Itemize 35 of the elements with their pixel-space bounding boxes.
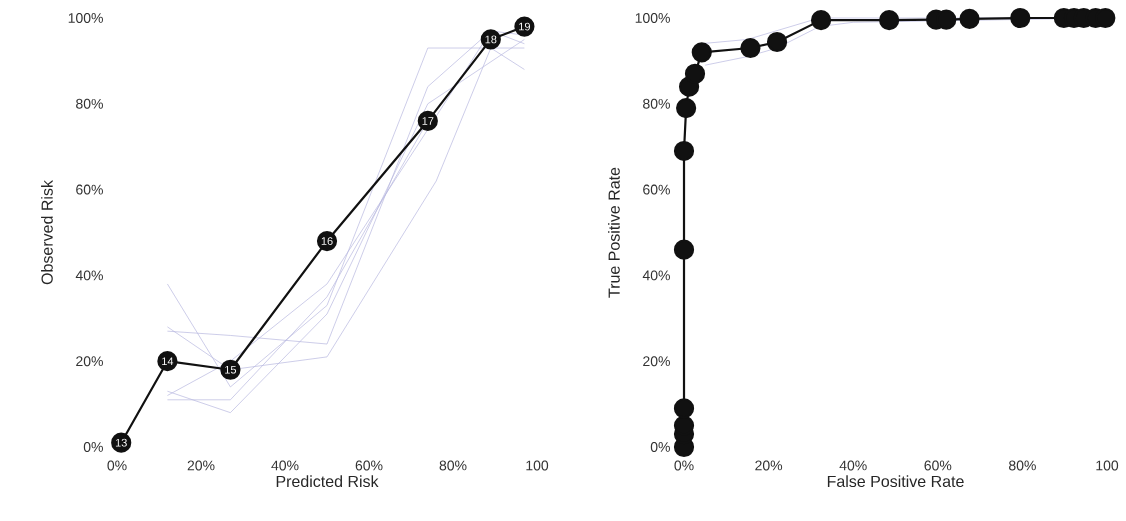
x-tick-label: 60%: [355, 460, 383, 471]
annotation: 17: [422, 117, 434, 125]
x-tick-label: 80%: [439, 460, 467, 471]
x-axis-title: Predicted Risk: [276, 475, 379, 488]
annotation: 15: [225, 365, 237, 374]
x-tick-label: 40%: [839, 460, 867, 471]
x-tick-label: 100: [526, 460, 549, 471]
y-tick-label: 0%: [650, 442, 670, 452]
y-tick-label: 80%: [643, 98, 670, 109]
y-tick-label: 20%: [76, 356, 103, 367]
annotation: 14: [162, 357, 174, 365]
x-tick-label: 100: [1096, 460, 1119, 471]
x-tick-label: 20%: [755, 460, 783, 471]
x-tick-label: 40%: [271, 460, 299, 471]
y-tick-label: 40%: [642, 270, 670, 281]
y-tick-label: 0%: [83, 442, 103, 452]
x-tick-label: 0%: [107, 460, 127, 471]
x-tick-label: 80%: [1009, 460, 1036, 471]
y-tick-label: 20%: [643, 356, 670, 367]
annotation: 13: [115, 438, 127, 447]
x-tick-label: 20%: [187, 460, 215, 471]
x-axis-title: False Positive Rate: [827, 475, 964, 488]
y-tick-label: 60%: [76, 184, 103, 195]
y-tick-label: 40%: [75, 270, 103, 281]
annotation: 19: [519, 22, 531, 31]
annotation: 16: [321, 237, 333, 245]
y-tick-label: 100%: [68, 13, 103, 23]
y-tick-label: 60%: [643, 184, 670, 195]
annotation: 18: [485, 35, 497, 44]
y-tick-label: 100%: [635, 13, 670, 23]
x-tick-label: 60%: [924, 460, 952, 471]
y-tick-label: 80%: [76, 98, 103, 109]
y-axis-title: True Positive Rate: [608, 167, 620, 298]
x-tick-label: 0%: [674, 460, 694, 471]
y-axis-title: Observed Risk: [41, 180, 53, 285]
